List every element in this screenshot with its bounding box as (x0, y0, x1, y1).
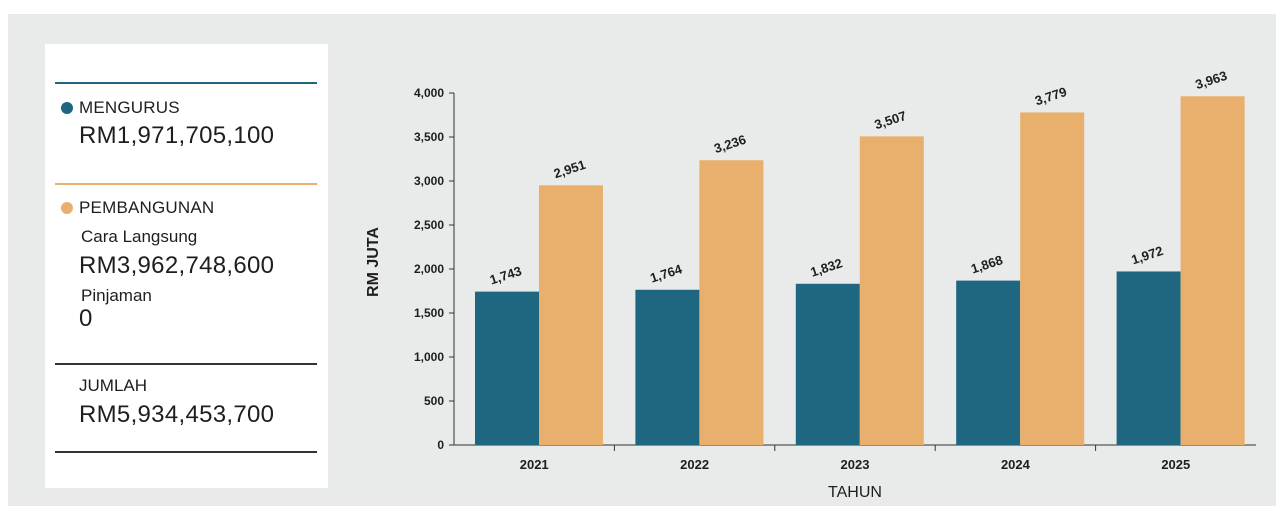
x-tick-label: 2024 (1001, 457, 1031, 472)
pembangunan-dot (61, 202, 73, 214)
x-tick-label: 2022 (680, 457, 709, 472)
data-label-mengurus-2021: 1,743 (488, 263, 524, 287)
y-tick-label: 0 (437, 438, 444, 452)
y-tick-label: 3,500 (414, 130, 444, 144)
pembangunan-rule (55, 183, 317, 185)
x-tick-label: 2023 (841, 457, 870, 472)
bar-pembangunan-2022 (699, 160, 764, 445)
y-tick-label: 2,500 (414, 218, 444, 232)
bar-mengurus-2022 (635, 289, 700, 445)
data-label-mengurus-2023: 1,832 (809, 255, 845, 279)
y-tick-label: 1,500 (414, 306, 444, 320)
data-label-pembangunan-2021: 2,951 (552, 157, 588, 181)
bar-pembangunan-2024 (1020, 112, 1085, 445)
x-axis-title: TAHUN (828, 484, 882, 501)
data-label-pembangunan-2022: 3,236 (712, 132, 748, 156)
pembangunan-label: PEMBANGUNAN (79, 198, 215, 217)
y-tick-label: 3,000 (414, 174, 444, 188)
cara-langsung-amount: RM3,962,748,600 (79, 252, 275, 279)
x-tick-label: 2025 (1161, 457, 1190, 472)
bar-mengurus-2024 (956, 280, 1021, 445)
y-tick-label: 2,000 (414, 262, 444, 276)
data-label-mengurus-2025: 1,972 (1129, 243, 1165, 267)
data-label-mengurus-2024: 1,868 (969, 252, 1005, 276)
mengurus-dot (61, 102, 73, 114)
y-tick-label: 4,000 (414, 86, 444, 100)
bar-mengurus-2021 (475, 291, 539, 445)
mengurus-amount: RM1,971,705,100 (79, 122, 275, 149)
bar-mengurus-2025 (1116, 271, 1181, 445)
mengurus-rule (55, 82, 317, 84)
pinjaman-label: Pinjaman (81, 286, 152, 305)
cara-langsung-label: Cara Langsung (81, 227, 198, 246)
data-label-pembangunan-2025: 3,963 (1193, 68, 1229, 92)
y-tick-label: 500 (424, 394, 444, 408)
pinjaman-amount: 0 (79, 305, 93, 332)
bar-pembangunan-2023 (859, 136, 924, 445)
legend-panel: MENGURUS RM1,971,705,100 PEMBANGUNAN Car… (45, 44, 328, 488)
y-tick-label: 1,000 (414, 350, 444, 364)
data-label-pembangunan-2024: 3,779 (1033, 84, 1069, 108)
jumlah-rule-top (55, 363, 317, 365)
jumlah-amount: RM5,934,453,700 (79, 401, 275, 428)
mengurus-label: MENGURUS (79, 98, 180, 117)
x-tick-label: 2021 (520, 457, 549, 472)
data-label-mengurus-2022: 1,764 (648, 261, 684, 286)
jumlah-label: JUMLAH (79, 376, 148, 395)
bar-mengurus-2023 (795, 283, 860, 445)
bar-pembangunan-2021 (539, 185, 603, 445)
jumlah-rule-bottom (55, 451, 317, 453)
y-axis-title: RM JUTA (365, 227, 382, 297)
data-label-pembangunan-2023: 3,507 (873, 108, 909, 132)
bar-pembangunan-2025 (1180, 96, 1245, 446)
